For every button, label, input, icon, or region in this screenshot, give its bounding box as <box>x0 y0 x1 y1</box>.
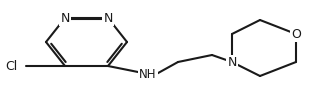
Text: N: N <box>103 12 113 25</box>
Text: O: O <box>291 27 301 40</box>
Text: NH: NH <box>139 67 157 80</box>
Text: N: N <box>60 12 70 25</box>
Text: N: N <box>227 56 237 69</box>
Text: Cl: Cl <box>6 59 18 72</box>
